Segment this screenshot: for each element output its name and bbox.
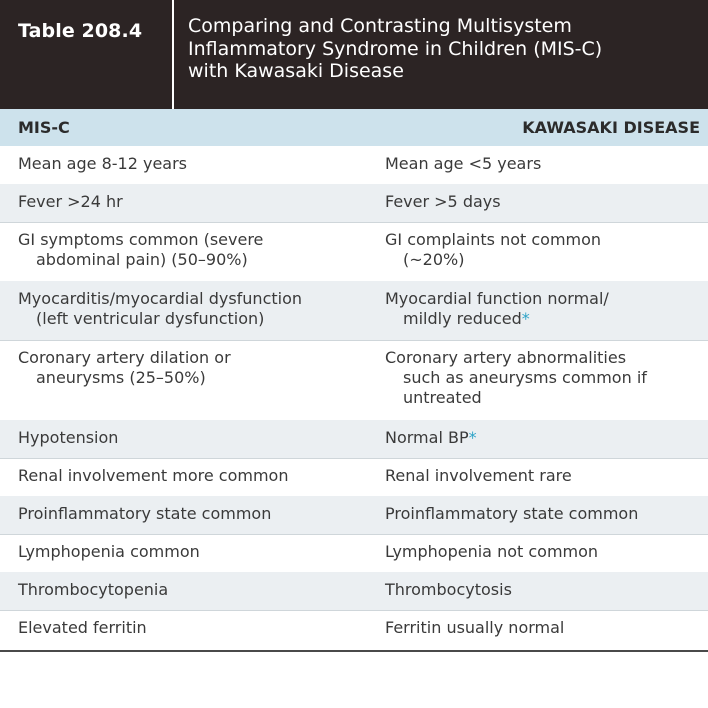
cell-text-line: Myocarditis/myocardial dysfunction <box>18 289 303 308</box>
table-row: Renal involvement more common Renal invol… <box>0 458 708 497</box>
cell-text-line: GI symptoms common (severe <box>18 230 264 249</box>
cell-text-line: GI complaints not common <box>385 230 602 249</box>
mis-c-cell: Coronary artery dilation or aneurysms (25… <box>18 348 373 388</box>
table-row: Thrombocytopenia Thrombocytosis <box>0 572 708 611</box>
cell-text-line: mildly reduced <box>403 309 522 328</box>
kawasaki-cell: GI complaints not common (~20%) <box>385 230 705 270</box>
table-row: Proinflammatory state common Proinflammat… <box>0 496 708 535</box>
column-header-row <box>0 109 708 146</box>
table-title: Comparing and Contrasting Multisystem In… <box>188 15 700 83</box>
header-divider <box>172 0 174 109</box>
kawasaki-cell: Normal BP* <box>385 428 705 448</box>
kawasaki-cell: Lymphopenia not common <box>385 542 705 562</box>
cell-text-line: Myocardial function normal/ <box>385 289 609 308</box>
table-row: Lymphopenia common Lymphopenia not common <box>0 534 708 573</box>
mis-c-cell: GI symptoms common (severe abdominal pain… <box>18 230 373 270</box>
table-number: Table 208.4 <box>18 20 143 42</box>
column-header-kawasaki: KAWASAKI DISEASE <box>522 118 700 137</box>
kawasaki-cell: Mean age <5 years <box>385 154 705 174</box>
cell-text-line: Mean age <5 years <box>385 154 542 173</box>
cell-text-line: Proinflammatory state common <box>385 504 639 523</box>
column-header-mis-c: MIS-C <box>18 118 70 137</box>
table-title-line: Comparing and Contrasting Multisystem <box>188 15 572 37</box>
kawasaki-cell: Fever >5 days <box>385 192 705 212</box>
cell-text-line: such as aneurysms common if <box>403 368 647 387</box>
mis-c-cell: Lymphopenia common <box>18 542 373 562</box>
kawasaki-cell: Ferritin usually normal <box>385 618 705 638</box>
cell-text-line: Renal involvement more common <box>18 466 289 485</box>
cell-text-line: Ferritin usually normal <box>385 618 565 637</box>
cell-text-line: Mean age 8-12 years <box>18 154 187 173</box>
table-row: Elevated ferritin Ferritin usually normal <box>0 610 708 652</box>
table-row: Fever >24 hr Fever >5 days <box>0 184 708 223</box>
table-row: Hypotension Normal BP* <box>0 420 708 459</box>
table-row: GI symptoms common (severe abdominal pain… <box>0 222 708 282</box>
table-row: Myocarditis/myocardial dysfunction (left … <box>0 281 708 341</box>
cell-text-line: Thrombocytosis <box>385 580 512 599</box>
cell-text-line: (left ventricular dysfunction) <box>36 309 265 328</box>
cell-text-line: Lymphopenia common <box>18 542 200 561</box>
cell-text-line: Renal involvement rare <box>385 466 572 485</box>
cell-text-line-wrap: mildly reduced* <box>385 309 705 329</box>
cell-text-line: Coronary artery abnormalities <box>385 348 627 367</box>
cell-text-line: abdominal pain) (50–90%) <box>36 250 248 269</box>
footnote-asterisk: * <box>468 428 477 447</box>
footnote-asterisk: * <box>521 309 530 328</box>
mis-c-cell: Fever >24 hr <box>18 192 373 212</box>
cell-text-line: Normal BP <box>385 428 469 447</box>
cell-text-line: aneurysms (25–50%) <box>36 368 206 387</box>
table-title-line: with Kawasaki Disease <box>188 60 404 82</box>
kawasaki-cell: Myocardial function normal/mildly reduce… <box>385 289 705 329</box>
cell-text-line-wrap: Normal BP* <box>385 428 705 448</box>
cell-text-line: Fever >5 days <box>385 192 501 211</box>
mis-c-cell: Renal involvement more common <box>18 466 373 486</box>
table-title-line: Inflammatory Syndrome in Children (MIS-C… <box>188 37 603 60</box>
table-row: Coronary artery dilation or aneurysms (25… <box>0 340 708 421</box>
kawasaki-cell: Proinflammatory state common <box>385 504 705 524</box>
cell-text-line: Thrombocytopenia <box>18 580 169 599</box>
kawasaki-cell: Coronary artery abnormalities such as ane… <box>385 348 705 408</box>
mis-c-cell: Proinflammatory state common <box>18 504 373 524</box>
cell-text-line: (~20%) <box>403 250 465 269</box>
mis-c-cell: Elevated ferritin <box>18 618 373 638</box>
cell-text-line: Lymphopenia not common <box>385 542 599 561</box>
cell-text-line: Hypotension <box>18 428 119 447</box>
mis-c-cell: Mean age 8-12 years <box>18 154 373 174</box>
table-header: Table 208.4 Comparing and Contrasting Mu… <box>0 0 708 109</box>
cell-text-line: Elevated ferritin <box>18 618 147 637</box>
table-row: Mean age 8-12 years Mean age <5 years <box>0 146 708 185</box>
cell-text-line: Fever >24 hr <box>18 192 123 211</box>
cell-text-line: untreated <box>403 388 482 407</box>
mis-c-cell: Hypotension <box>18 428 373 448</box>
cell-text-line: Coronary artery dilation or <box>18 348 231 367</box>
mis-c-cell: Myocarditis/myocardial dysfunction (left … <box>18 289 373 329</box>
cell-text-line: Proinflammatory state common <box>18 504 272 523</box>
kawasaki-cell: Thrombocytosis <box>385 580 705 600</box>
kawasaki-cell: Renal involvement rare <box>385 466 705 486</box>
mis-c-cell: Thrombocytopenia <box>18 580 373 600</box>
